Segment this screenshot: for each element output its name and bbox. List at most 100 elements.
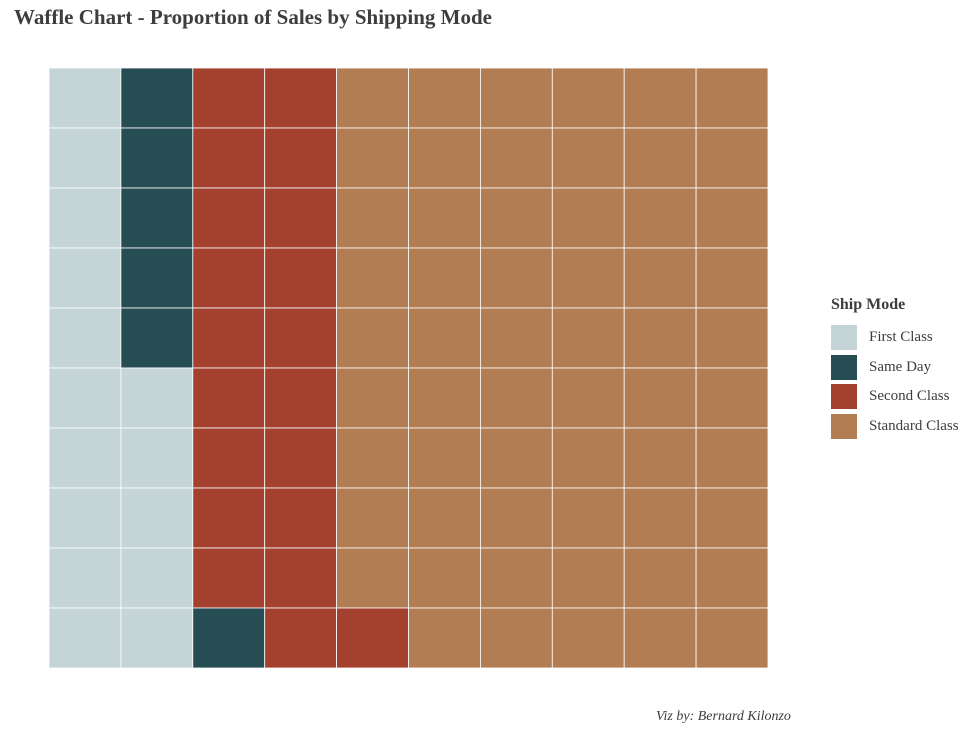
waffle-cell-same-day xyxy=(120,68,194,129)
waffle-cell-standard-class xyxy=(479,547,553,609)
legend-label: Same Day xyxy=(869,358,932,375)
waffle-cell-standard-class xyxy=(408,307,481,369)
waffle-cell-standard-class xyxy=(695,367,768,429)
waffle-cell-first-class xyxy=(120,487,194,549)
waffle-cell-first-class xyxy=(49,68,122,129)
waffle-cell-standard-class xyxy=(695,247,768,309)
waffle-cell-first-class xyxy=(120,427,194,489)
waffle-cell-standard-class xyxy=(551,427,625,489)
waffle-cell-standard-class xyxy=(479,487,553,549)
waffle-cell-standard-class xyxy=(551,487,625,549)
waffle-cell-standard-class xyxy=(623,367,697,429)
waffle-cell-second-class xyxy=(336,607,409,668)
legend-swatch xyxy=(831,354,857,380)
waffle-cell-standard-class xyxy=(551,68,625,129)
waffle-cell-standard-class xyxy=(479,367,553,429)
waffle-cell-standard-class xyxy=(695,187,768,249)
legend-item-standard-class: Standard Class xyxy=(831,412,959,442)
waffle-cell-first-class xyxy=(49,427,122,489)
waffle-cell-standard-class xyxy=(551,187,625,249)
waffle-cell-standard-class xyxy=(551,127,625,189)
waffle-cell-standard-class xyxy=(623,607,697,668)
waffle-cell-standard-class xyxy=(336,487,409,549)
waffle-cell-standard-class xyxy=(336,247,409,309)
waffle-cell-standard-class xyxy=(408,367,481,429)
waffle-cell-standard-class xyxy=(336,68,409,129)
waffle-cell-first-class xyxy=(49,487,122,549)
legend-title: Ship Mode xyxy=(831,296,906,313)
legend-swatch xyxy=(831,325,857,351)
waffle-cell-first-class xyxy=(49,607,122,668)
waffle-cell-standard-class xyxy=(479,307,553,369)
waffle-cell-standard-class xyxy=(336,127,409,189)
waffle-cell-second-class xyxy=(264,547,337,609)
waffle-cell-second-class xyxy=(192,307,266,369)
waffle-cell-standard-class xyxy=(551,247,625,309)
waffle-cell-standard-class xyxy=(623,547,697,609)
waffle-cell-standard-class xyxy=(408,427,481,489)
waffle-cell-standard-class xyxy=(623,307,697,369)
waffle-grid xyxy=(49,68,768,668)
waffle-cell-standard-class xyxy=(623,127,697,189)
waffle-cell-second-class xyxy=(264,367,337,429)
waffle-cell-standard-class xyxy=(336,307,409,369)
legend-swatch xyxy=(831,413,857,439)
caption: Viz by: Bernard Kilonzo xyxy=(656,709,791,724)
waffle-cell-first-class xyxy=(49,127,122,189)
waffle-cell-second-class xyxy=(264,487,337,549)
waffle-cell-standard-class xyxy=(408,607,481,668)
waffle-cell-standard-class xyxy=(695,68,768,129)
waffle-cell-first-class xyxy=(49,187,122,249)
legend: Ship Mode First Class Same Day Second Cl… xyxy=(831,296,959,441)
waffle-cell-standard-class xyxy=(551,547,625,609)
waffle-cell-second-class xyxy=(192,487,266,549)
waffle-cell-standard-class xyxy=(479,187,553,249)
legend-item-same-day: Same Day xyxy=(831,353,959,383)
waffle-cell-standard-class xyxy=(695,547,768,609)
waffle-cell-standard-class xyxy=(479,607,553,668)
waffle-cell-standard-class xyxy=(623,68,697,129)
waffle-cell-second-class xyxy=(192,187,266,249)
waffle-cell-standard-class xyxy=(623,487,697,549)
waffle-cell-standard-class xyxy=(336,547,409,609)
waffle-cell-standard-class xyxy=(695,127,768,189)
waffle-cell-same-day xyxy=(120,187,194,249)
waffle-cell-standard-class xyxy=(479,247,553,309)
waffle-cell-standard-class xyxy=(623,427,697,489)
waffle-cell-standard-class xyxy=(336,427,409,489)
waffle-cell-standard-class xyxy=(695,427,768,489)
waffle-cell-first-class xyxy=(49,547,122,609)
waffle-cell-standard-class xyxy=(479,127,553,189)
legend-swatch xyxy=(831,384,857,410)
waffle-cell-first-class xyxy=(49,247,122,309)
waffle-cell-standard-class xyxy=(623,247,697,309)
waffle-cell-second-class xyxy=(192,547,266,609)
waffle-cell-second-class xyxy=(192,68,266,129)
waffle-cell-standard-class xyxy=(695,487,768,549)
waffle-cell-standard-class xyxy=(408,247,481,309)
waffle-cell-same-day xyxy=(192,607,266,668)
waffle-cell-first-class xyxy=(120,367,194,429)
waffle-cell-standard-class xyxy=(479,427,553,489)
waffle-cell-standard-class xyxy=(408,187,481,249)
waffle-cell-first-class xyxy=(49,367,122,429)
waffle-cell-standard-class xyxy=(479,68,553,129)
waffle-cell-standard-class xyxy=(551,367,625,429)
waffle-cell-first-class xyxy=(120,547,194,609)
waffle-cell-standard-class xyxy=(551,607,625,668)
waffle-cell-standard-class xyxy=(408,127,481,189)
waffle-cell-standard-class xyxy=(408,547,481,609)
waffle-cell-second-class xyxy=(192,427,266,489)
waffle-cell-standard-class xyxy=(336,187,409,249)
legend-label: First Class xyxy=(869,329,933,346)
waffle-cell-first-class xyxy=(49,307,122,369)
waffle-cell-same-day xyxy=(120,127,194,189)
legend-label: Standard Class xyxy=(869,417,959,434)
waffle-cell-standard-class xyxy=(695,307,768,369)
legend-label: Second Class xyxy=(869,388,950,405)
waffle-cell-second-class xyxy=(264,427,337,489)
waffle-cell-same-day xyxy=(120,307,194,369)
waffle-cell-second-class xyxy=(264,607,337,668)
waffle-cell-second-class xyxy=(192,127,266,189)
legend-item-second-class: Second Class xyxy=(831,382,959,412)
